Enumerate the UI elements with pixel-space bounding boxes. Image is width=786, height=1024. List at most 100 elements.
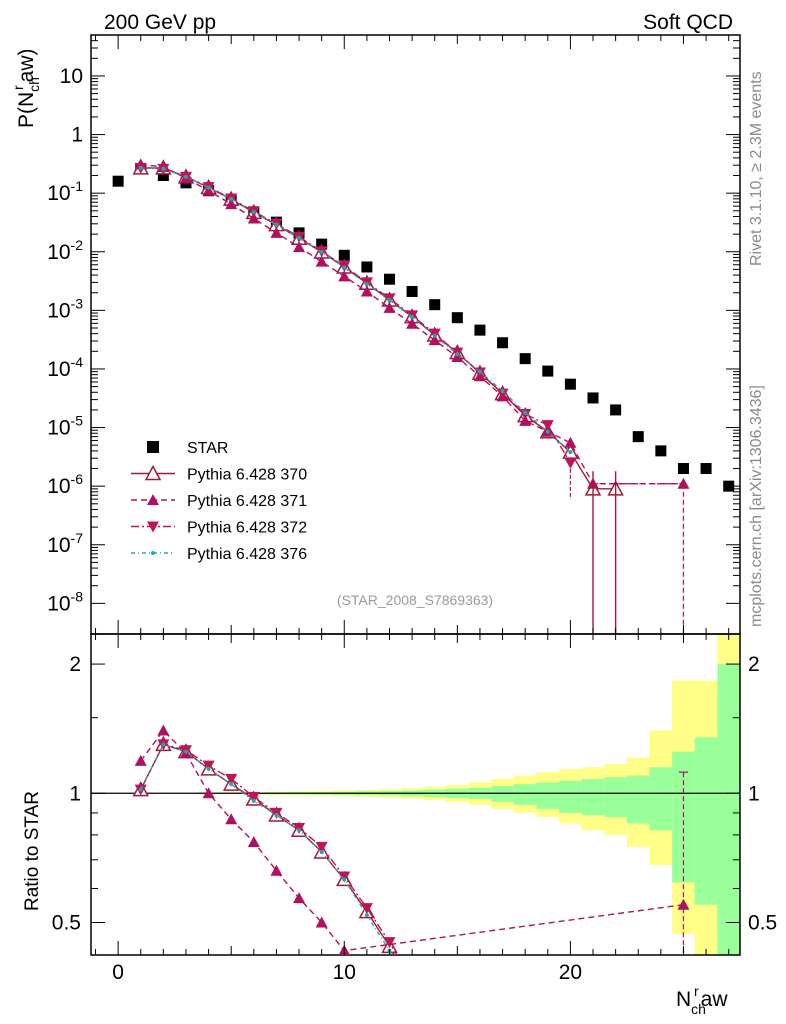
ratio-point-p376	[251, 798, 256, 803]
band-inner-bin	[581, 778, 605, 816]
ratio-plot-frame	[90, 633, 741, 956]
main-point-star	[338, 249, 350, 261]
main-point-p371	[519, 414, 532, 426]
ratio-series-p376	[138, 742, 414, 996]
legend-marker	[147, 441, 159, 453]
legend-entry-p372: Pythia 6.428 372	[131, 520, 307, 537]
main-point-star	[587, 392, 599, 404]
ratio-line-p372	[140, 743, 398, 955]
ratio-point-p376	[161, 742, 166, 747]
band-inner-bin	[559, 780, 582, 813]
main-point-p376	[319, 250, 324, 255]
band-inner-bin	[604, 777, 627, 818]
y-tick-label: 10-7	[47, 530, 83, 557]
ratio-point-p376	[229, 782, 234, 787]
main-point-p371	[383, 301, 396, 313]
ratio-point-p371	[157, 724, 170, 736]
ratio-point-p376	[183, 749, 188, 754]
main-point-star	[564, 378, 576, 390]
main-point-star	[542, 365, 554, 377]
band-inner-bin	[694, 737, 718, 905]
ratio-point-p376	[319, 849, 324, 854]
main-point-p376	[545, 429, 550, 434]
header-left-label: 200 GeV pp	[104, 11, 216, 34]
main-point-p372	[541, 420, 554, 432]
ratio-point-p371	[225, 813, 238, 825]
y-tick-label: 10	[60, 65, 83, 88]
header-right-label: Soft QCD	[643, 11, 733, 34]
main-point-star	[429, 299, 441, 311]
main-point-p371	[315, 255, 328, 267]
main-point-star	[383, 273, 395, 285]
main-point-p376	[251, 209, 256, 214]
main-point-p376	[432, 333, 437, 338]
ratio-point-p376	[342, 877, 347, 882]
ratio-point-p372	[202, 760, 215, 772]
x-tick-label: 20	[559, 961, 582, 984]
band-inner-bin	[491, 785, 514, 802]
main-point-star	[632, 431, 644, 443]
main-point-p376	[297, 235, 302, 240]
y-tick-label: 10-3	[47, 295, 83, 322]
ratio-y-tick-label-right: 2	[748, 653, 760, 676]
ratio-series-p371	[134, 724, 690, 955]
legend-entry-p371: Pythia 6.428 371	[131, 493, 307, 510]
main-point-star	[700, 463, 712, 475]
ratio-point-p372	[225, 773, 238, 785]
legend-label: STAR	[187, 440, 228, 457]
main-point-star	[497, 337, 509, 349]
mcplots-label: mcplots.cern.ch [arXiv:1306.3436]	[748, 385, 765, 627]
main-point-star	[157, 170, 169, 182]
ratio-y-tick-label-right: 1	[748, 782, 760, 805]
legend-marker	[144, 464, 162, 481]
data-series	[112, 158, 735, 996]
legend-marker	[147, 494, 159, 505]
ratio-point-p372	[360, 903, 373, 915]
ratio-point-p371	[134, 754, 147, 766]
main-point-p376	[183, 174, 188, 179]
ratio-y-tick-label: 0.5	[52, 911, 81, 934]
svg-text:Nchraw: Nchraw	[676, 983, 728, 1017]
x-tick-label: 10	[333, 961, 356, 984]
main-point-star	[519, 353, 531, 365]
legend-entry-p370: Pythia 6.428 370	[131, 464, 307, 484]
main-point-p376	[206, 185, 211, 190]
main-point-p371	[406, 317, 419, 329]
legend-marker	[147, 521, 159, 533]
y-tick-label: 10-8	[47, 588, 83, 615]
ratio-point-p371	[202, 787, 215, 799]
band-inner-bin	[649, 767, 673, 831]
legend-marker	[151, 551, 155, 555]
x-axis-title: Nchraw	[676, 983, 728, 1017]
main-point-p371	[564, 436, 577, 448]
band-inner-bin	[513, 784, 537, 805]
main-point-star	[451, 312, 463, 324]
main-series-p372	[134, 162, 577, 469]
ratio-point-p376	[410, 992, 414, 996]
main-point-p376	[387, 298, 392, 303]
ratio-point-p372	[315, 841, 328, 853]
ratio-line-p371	[140, 729, 684, 952]
ratio-point-p372	[406, 979, 418, 990]
band-inner-bin	[717, 664, 740, 955]
ratio-point-p376	[206, 766, 211, 771]
ratio-uncertainty-band	[197, 634, 740, 955]
main-point-star	[112, 175, 124, 187]
main-point-p371	[247, 212, 260, 224]
band-inner-bin	[536, 782, 560, 809]
svg-text:P(Nchraw): P(Nchraw)	[10, 49, 42, 128]
axes-frames	[90, 34, 741, 956]
main-point-p376	[229, 196, 234, 201]
ratio-point-p376	[297, 828, 302, 833]
main-point-p371	[360, 285, 373, 297]
main-series-p376	[138, 165, 573, 455]
y-tick-label: 10-2	[47, 237, 83, 264]
ratio-point-p371	[315, 916, 328, 928]
main-tail-error-bars	[569, 462, 685, 634]
main-point-p372	[496, 388, 509, 400]
ratio-point-p372	[338, 871, 351, 883]
y-axis-title-ratio: Ratio to STAR	[22, 791, 43, 911]
main-point-star	[655, 445, 667, 457]
main-point-p371	[270, 226, 283, 238]
